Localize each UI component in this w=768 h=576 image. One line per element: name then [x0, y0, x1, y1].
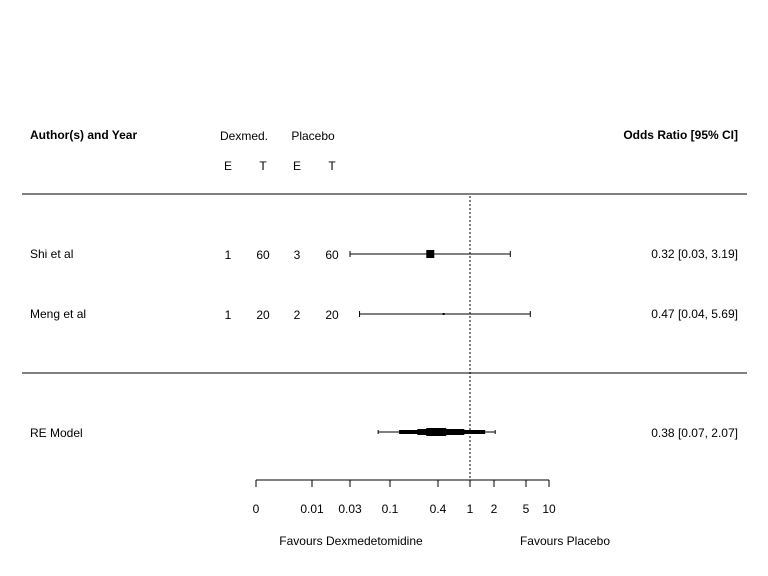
study-e1: 1 — [224, 248, 232, 262]
x-tick-label: 10 — [542, 502, 556, 516]
group2-header: Placebo — [291, 129, 335, 143]
study-t2: 60 — [325, 248, 339, 262]
col-e1-header: E — [223, 159, 233, 173]
author-column-header: Author(s) and Year — [30, 128, 138, 142]
study-t1: 20 — [256, 308, 270, 322]
study-t2: 20 — [325, 308, 339, 322]
col-t1-header: T — [259, 159, 267, 173]
summary-estimate — [426, 428, 447, 436]
study-e2: 2 — [293, 308, 301, 322]
point-estimate — [426, 250, 435, 258]
study-effect-label: 0.47 [0.04, 5.69] — [651, 307, 738, 321]
x-tick-label: 2 — [490, 502, 498, 516]
x-tick-label: 1 — [466, 502, 474, 516]
x-tick-label: 0.4 — [429, 502, 447, 516]
effect-column-header: Odds Ratio [95% CI] — [623, 128, 738, 142]
summary-name: RE Model — [30, 426, 83, 440]
col-t2-header: T — [328, 159, 336, 173]
x-tick-label: 5 — [522, 502, 530, 516]
study-name: Meng et al — [30, 307, 87, 321]
study-e2: 3 — [293, 248, 301, 262]
favours-left-label: Favours Dexmedetomidine — [279, 534, 423, 548]
study-effect-label: 0.32 [0.03, 3.19] — [651, 247, 738, 261]
summary-effect-label: 0.38 [0.07, 2.07] — [651, 426, 738, 440]
x-tick-label: 0.1 — [381, 502, 399, 516]
study-name: Shi et al — [30, 247, 74, 261]
favours-right-label: Favours Placebo — [519, 534, 611, 548]
group1-header: Dexmed. — [219, 129, 269, 143]
x-tick-label: 0.01 — [300, 502, 324, 516]
study-e1: 1 — [224, 308, 232, 322]
study-t1: 60 — [256, 248, 270, 262]
col-e2-header: E — [292, 159, 302, 173]
x-tick-label: 0.03 — [338, 502, 362, 516]
point-estimate — [442, 313, 445, 315]
x-tick-label: 0 — [252, 502, 260, 516]
